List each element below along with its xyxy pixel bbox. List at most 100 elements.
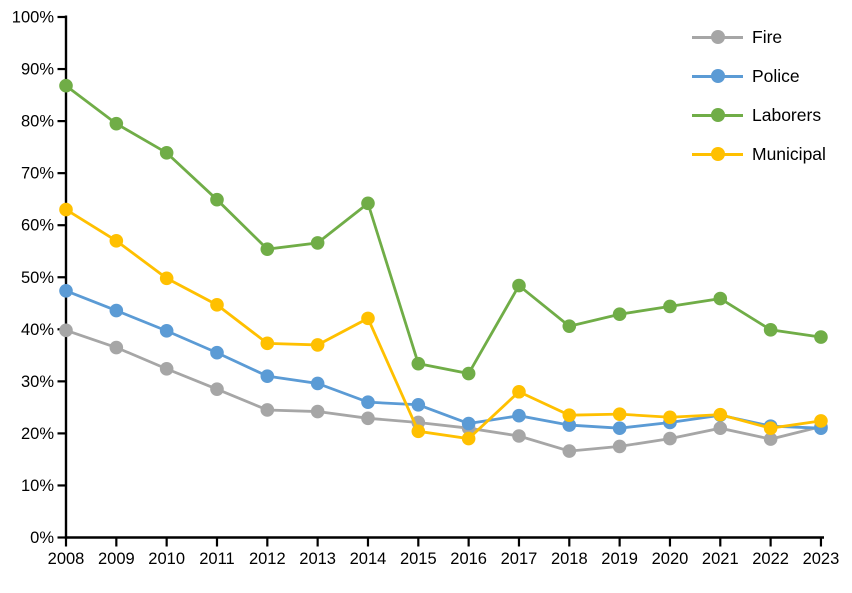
data-point-laborers — [562, 319, 577, 333]
x-axis-label: 2010 — [148, 550, 185, 568]
data-point-laborers — [461, 366, 476, 381]
x-axis-label: 2023 — [803, 550, 840, 568]
series-line-laborers — [65, 84, 822, 376]
data-point-police — [210, 345, 224, 360]
x-axis-label: 2019 — [601, 550, 638, 568]
data-point-laborers — [210, 192, 224, 207]
data-point-municipal — [411, 424, 426, 439]
x-axis-label: 2014 — [350, 550, 387, 568]
data-point-laborers — [109, 116, 124, 131]
data-point-municipal — [763, 421, 778, 435]
data-point-municipal — [814, 414, 828, 428]
data-point-police — [109, 303, 124, 318]
x-axis-label: 2009 — [98, 550, 135, 568]
y-axis-label: 20% — [21, 425, 54, 443]
x-axis-label: 2021 — [702, 550, 739, 568]
data-point-fire — [210, 382, 224, 396]
data-point-municipal — [461, 431, 476, 446]
data-point-laborers — [612, 307, 627, 322]
data-point-municipal — [210, 298, 224, 312]
data-point-municipal — [612, 407, 627, 421]
x-axis-label: 2013 — [299, 550, 336, 568]
legend-marker-icon — [692, 63, 743, 89]
data-point-fire — [109, 340, 124, 355]
legend: Fire Police Laborers Municipal — [692, 24, 826, 167]
data-point-fire — [159, 362, 174, 376]
data-point-laborers — [59, 78, 73, 93]
data-point-fire — [361, 411, 375, 426]
data-point-police — [562, 418, 577, 432]
x-axis-label: 2008 — [48, 550, 85, 568]
data-point-police — [159, 324, 174, 338]
data-point-police — [260, 369, 275, 383]
x-axis-label: 2020 — [652, 550, 689, 568]
data-point-laborers — [361, 196, 375, 211]
data-point-municipal — [159, 271, 174, 286]
data-point-laborers — [814, 330, 828, 344]
legend-item-police: Police — [692, 63, 826, 89]
data-point-municipal — [260, 336, 275, 351]
y-axis-label: 60% — [21, 217, 54, 235]
data-point-fire — [59, 323, 73, 338]
data-point-municipal — [109, 234, 124, 248]
x-axis-label: 2017 — [501, 550, 538, 568]
data-point-police — [512, 408, 526, 423]
x-axis-label: 2015 — [400, 550, 437, 568]
data-point-municipal — [310, 338, 325, 352]
y-axis-label: 100% — [12, 9, 55, 27]
data-point-laborers — [310, 236, 325, 250]
y-axis-label: 70% — [21, 165, 54, 183]
data-point-fire — [763, 432, 778, 446]
data-point-fire — [310, 404, 325, 419]
data-point-fire — [562, 444, 577, 458]
data-point-laborers — [411, 356, 426, 371]
data-point-municipal — [361, 311, 375, 326]
x-axis-label: 2018 — [551, 550, 588, 568]
data-point-laborers — [663, 299, 677, 314]
y-axis-label: 80% — [21, 113, 54, 131]
series-line-municipal — [65, 208, 822, 441]
series-line-police — [65, 289, 822, 430]
legend-label: Municipal — [752, 144, 826, 164]
y-axis-label: 30% — [21, 373, 54, 391]
data-point-police — [612, 421, 627, 435]
y-axis-label: 40% — [21, 321, 54, 339]
data-point-police — [59, 283, 73, 298]
data-point-fire — [260, 403, 275, 417]
legend-item-laborers: Laborers — [692, 102, 826, 128]
data-point-police — [310, 376, 325, 391]
data-point-laborers — [713, 291, 728, 306]
data-point-laborers — [512, 278, 526, 293]
data-point-fire — [612, 439, 627, 454]
data-point-municipal — [663, 410, 677, 425]
x-axis-label: 2011 — [199, 550, 234, 568]
legend-label: Police — [752, 66, 800, 86]
legend-label: Laborers — [752, 105, 822, 125]
x-axis-label: 2016 — [450, 550, 487, 568]
legend-item-fire: Fire — [692, 24, 826, 50]
y-axis-label: 10% — [21, 477, 54, 495]
x-axis-label: 2012 — [249, 550, 286, 568]
data-point-fire — [512, 429, 526, 443]
data-point-police — [361, 395, 375, 409]
data-point-police — [461, 416, 476, 431]
data-point-laborers — [260, 242, 275, 256]
legend-marker-icon — [692, 102, 743, 128]
data-point-fire — [713, 421, 728, 435]
legend-marker-icon — [692, 24, 743, 50]
legend-label: Fire — [752, 27, 783, 47]
x-axis-label: 2022 — [752, 550, 789, 568]
data-point-fire — [663, 431, 677, 446]
y-axis-label: 90% — [21, 61, 54, 79]
data-point-municipal — [59, 202, 73, 217]
data-point-police — [411, 397, 426, 412]
data-point-municipal — [562, 408, 577, 422]
data-point-municipal — [713, 407, 728, 422]
data-point-laborers — [763, 323, 778, 337]
y-axis-label: 50% — [21, 269, 54, 287]
series-line-fire — [65, 329, 822, 453]
y-axis-label: 0% — [30, 529, 54, 547]
data-point-municipal — [512, 384, 526, 399]
